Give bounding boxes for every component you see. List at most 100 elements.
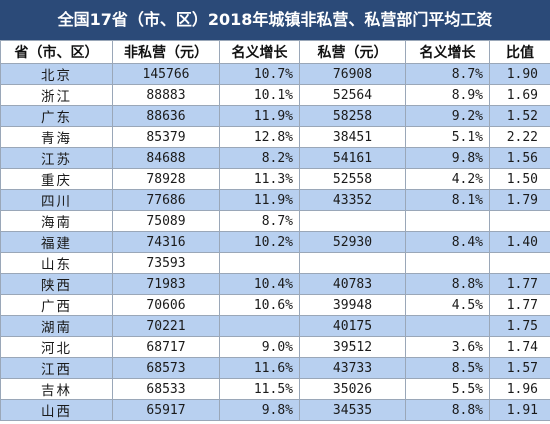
- private-growth-cell: [405, 315, 490, 337]
- non-private-growth-cell: 9.8%: [219, 399, 300, 421]
- non-private-growth-cell: 12.8%: [219, 126, 300, 148]
- wage-table: 省（市、区） 非私营（元） 名义增长 私营（元） 名义增长 比值 北京 14576…: [0, 40, 550, 421]
- non-private-growth-cell: [219, 315, 300, 337]
- private-wage-cell: 54161: [299, 147, 406, 169]
- non-private-wage-cell: 85379: [112, 126, 220, 148]
- table-row: 福建 74316 10.2% 52930 8.4% 1.40: [0, 231, 550, 253]
- non-private-growth-cell: 10.1%: [219, 84, 300, 106]
- private-growth-cell: 8.5%: [405, 357, 490, 379]
- non-private-wage-cell: 71983: [112, 273, 220, 295]
- header-region: 省（市、区）: [0, 40, 113, 64]
- header-row: 省（市、区） 非私营（元） 名义增长 私营（元） 名义增长 比值: [0, 40, 550, 64]
- header-ratio: 比值: [489, 40, 550, 64]
- table-row: 海南 75089 8.7%: [0, 210, 550, 232]
- private-wage-cell: 38451: [299, 126, 406, 148]
- non-private-growth-cell: 8.7%: [219, 210, 300, 232]
- table-row: 江苏 84688 8.2% 54161 9.8% 1.56: [0, 147, 550, 169]
- private-growth-cell: 9.2%: [405, 105, 490, 127]
- private-wage-cell: 52564: [299, 84, 406, 106]
- private-wage-cell: 76908: [299, 63, 406, 85]
- non-private-wage-cell: 68573: [112, 357, 220, 379]
- region-cell: 重庆: [0, 168, 113, 190]
- region-cell: 浙江: [0, 84, 113, 106]
- private-growth-cell: 3.6%: [405, 336, 490, 358]
- region-cell: 福建: [0, 231, 113, 253]
- private-growth-cell: [405, 210, 490, 232]
- non-private-growth-cell: 11.9%: [219, 189, 300, 211]
- non-private-growth-cell: 10.2%: [219, 231, 300, 253]
- private-wage-cell: 39948: [299, 294, 406, 316]
- header-non-private-wage: 非私营（元）: [112, 40, 220, 64]
- ratio-cell: [489, 252, 550, 274]
- table-row: 广东 88636 11.9% 58258 9.2% 1.52: [0, 105, 550, 127]
- non-private-wage-cell: 74316: [112, 231, 220, 253]
- ratio-cell: 1.90: [489, 63, 550, 85]
- ratio-cell: 1.75: [489, 315, 550, 337]
- non-private-wage-cell: 70606: [112, 294, 220, 316]
- ratio-cell: 1.40: [489, 231, 550, 253]
- ratio-cell: 1.69: [489, 84, 550, 106]
- table-row: 北京 145766 10.7% 76908 8.7% 1.90: [0, 63, 550, 85]
- private-wage-cell: [299, 210, 406, 232]
- non-private-wage-cell: 88883: [112, 84, 220, 106]
- table-row: 湖南 70221 40175 1.75: [0, 315, 550, 337]
- non-private-wage-cell: 68533: [112, 378, 220, 400]
- private-growth-cell: 5.5%: [405, 378, 490, 400]
- non-private-wage-cell: 145766: [112, 63, 220, 85]
- region-cell: 江苏: [0, 147, 113, 169]
- table-row: 青海 85379 12.8% 38451 5.1% 2.22: [0, 126, 550, 148]
- table-row: 山西 65917 9.8% 34535 8.8% 1.91: [0, 399, 550, 421]
- ratio-cell: 1.91: [489, 399, 550, 421]
- table-body: 北京 145766 10.7% 76908 8.7% 1.90 浙江 88883 10.1% 52…: [0, 63, 550, 421]
- non-private-growth-cell: 11.6%: [219, 357, 300, 379]
- table-row: 江西 68573 11.6% 43733 8.5% 1.57: [0, 357, 550, 379]
- private-wage-cell: 43733: [299, 357, 406, 379]
- non-private-wage-cell: 78928: [112, 168, 220, 190]
- private-wage-cell: 34535: [299, 399, 406, 421]
- region-cell: 四川: [0, 189, 113, 211]
- table-row: 重庆 78928 11.3% 52558 4.2% 1.50: [0, 168, 550, 190]
- private-growth-cell: 8.1%: [405, 189, 490, 211]
- region-cell: 青海: [0, 126, 113, 148]
- header-private-growth: 名义增长: [405, 40, 490, 64]
- region-cell: 河北: [0, 336, 113, 358]
- table-row: 河北 68717 9.0% 39512 3.6% 1.74: [0, 336, 550, 358]
- private-growth-cell: 8.4%: [405, 231, 490, 253]
- table-row: 广西 70606 10.6% 39948 4.5% 1.77: [0, 294, 550, 316]
- header-private-wage: 私营（元）: [299, 40, 406, 64]
- private-growth-cell: 8.7%: [405, 63, 490, 85]
- private-growth-cell: 4.5%: [405, 294, 490, 316]
- ratio-cell: 1.77: [489, 273, 550, 295]
- private-wage-cell: [299, 252, 406, 274]
- non-private-wage-cell: 88636: [112, 105, 220, 127]
- private-wage-cell: 52558: [299, 168, 406, 190]
- region-cell: 海南: [0, 210, 113, 232]
- table-title: 全国17省（市、区）2018年城镇非私营、私营部门平均工资: [0, 0, 550, 40]
- region-cell: 北京: [0, 63, 113, 85]
- non-private-wage-cell: 77686: [112, 189, 220, 211]
- private-wage-cell: 40783: [299, 273, 406, 295]
- non-private-growth-cell: 10.7%: [219, 63, 300, 85]
- ratio-cell: [489, 210, 550, 232]
- non-private-wage-cell: 68717: [112, 336, 220, 358]
- private-growth-cell: 8.9%: [405, 84, 490, 106]
- non-private-growth-cell: 10.4%: [219, 273, 300, 295]
- ratio-cell: 1.79: [489, 189, 550, 211]
- region-cell: 山西: [0, 399, 113, 421]
- ratio-cell: 1.57: [489, 357, 550, 379]
- ratio-cell: 1.52: [489, 105, 550, 127]
- region-cell: 山东: [0, 252, 113, 274]
- non-private-growth-cell: 10.6%: [219, 294, 300, 316]
- non-private-growth-cell: [219, 252, 300, 274]
- private-wage-cell: 58258: [299, 105, 406, 127]
- region-cell: 吉林: [0, 378, 113, 400]
- private-wage-cell: 40175: [299, 315, 406, 337]
- region-cell: 广西: [0, 294, 113, 316]
- private-growth-cell: 5.1%: [405, 126, 490, 148]
- private-wage-cell: 52930: [299, 231, 406, 253]
- non-private-wage-cell: 73593: [112, 252, 220, 274]
- non-private-wage-cell: 65917: [112, 399, 220, 421]
- non-private-growth-cell: 11.5%: [219, 378, 300, 400]
- private-growth-cell: 4.2%: [405, 168, 490, 190]
